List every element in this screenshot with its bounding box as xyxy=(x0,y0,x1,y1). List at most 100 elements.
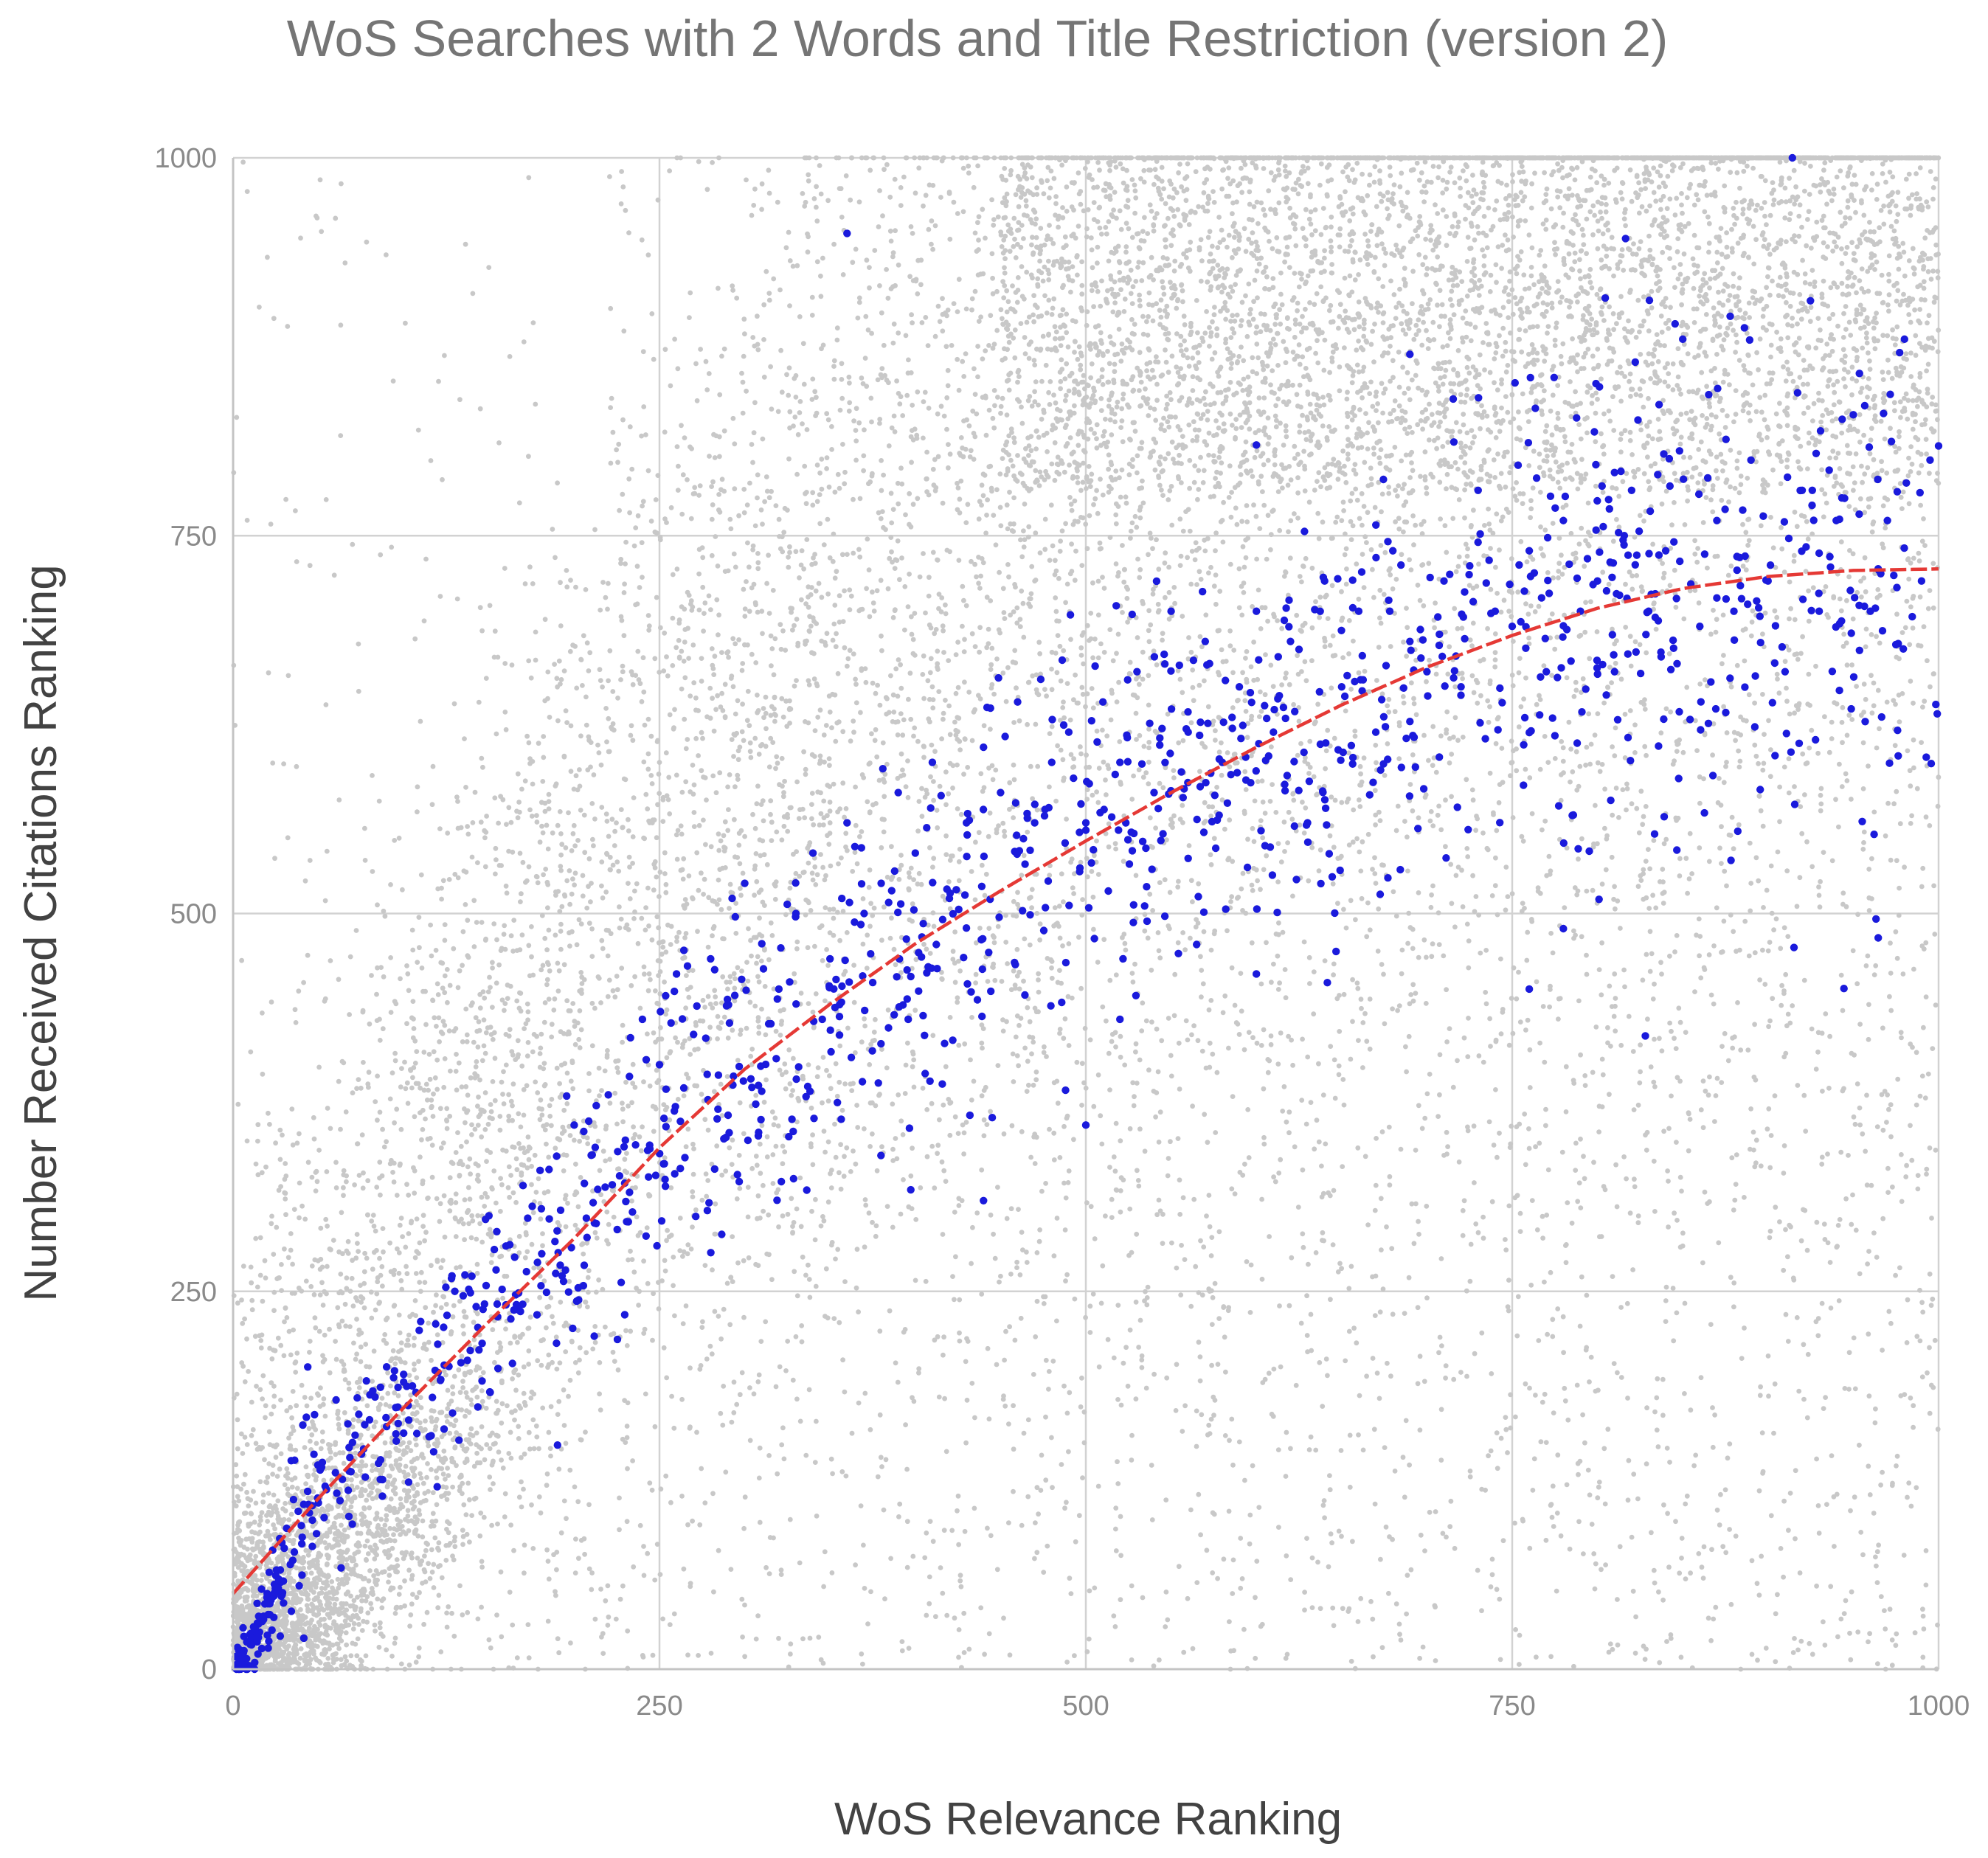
background-point xyxy=(1919,462,1925,468)
background-point xyxy=(1098,476,1103,482)
background-point xyxy=(858,710,863,715)
background-point xyxy=(580,873,586,878)
background-point xyxy=(1545,1331,1551,1337)
background-point xyxy=(1403,1044,1408,1050)
background-point xyxy=(879,1464,884,1469)
background-point xyxy=(1803,569,1809,574)
background-point xyxy=(1679,323,1685,329)
background-point xyxy=(1505,237,1511,243)
background-point xyxy=(1527,1047,1533,1053)
background-point xyxy=(763,743,769,749)
background-point xyxy=(1267,434,1272,440)
background-point xyxy=(1046,277,1052,282)
background-point xyxy=(1729,226,1734,232)
background-point xyxy=(1467,1278,1473,1284)
background-point xyxy=(1081,630,1087,635)
background-point xyxy=(905,794,911,800)
background-point xyxy=(511,918,517,923)
background-point xyxy=(956,558,962,563)
background-point xyxy=(258,1578,264,1584)
background-point xyxy=(1329,244,1334,250)
background-point xyxy=(1801,977,1807,983)
background-point xyxy=(620,1039,625,1045)
background-point xyxy=(301,1555,306,1560)
background-point xyxy=(1319,1163,1324,1169)
background-point xyxy=(643,791,649,797)
background-point xyxy=(577,988,583,994)
background-point xyxy=(378,1516,384,1522)
background-point xyxy=(865,799,870,805)
background-point xyxy=(278,1342,284,1348)
background-point xyxy=(730,1027,735,1033)
background-point xyxy=(592,1339,598,1345)
background-point xyxy=(1482,367,1487,372)
background-point xyxy=(937,1117,942,1123)
background-point xyxy=(1861,289,1867,295)
background-point xyxy=(342,1301,348,1307)
background-point xyxy=(493,1398,499,1404)
background-point xyxy=(1227,1619,1232,1625)
background-point xyxy=(1295,490,1300,496)
background-point xyxy=(1320,1092,1326,1098)
background-point xyxy=(853,438,859,444)
background-point xyxy=(688,1052,693,1057)
background-point xyxy=(1453,268,1458,273)
background-point xyxy=(1635,1496,1641,1502)
background-point xyxy=(1188,935,1193,941)
background-point xyxy=(319,1429,325,1435)
background-point xyxy=(979,1040,985,1046)
background-point xyxy=(1622,210,1627,215)
background-point xyxy=(1258,689,1263,695)
background-point xyxy=(1396,1621,1402,1627)
background-point xyxy=(769,1109,775,1115)
background-point xyxy=(1254,342,1260,347)
background-point xyxy=(1681,251,1687,257)
background-point xyxy=(1365,900,1371,906)
background-point xyxy=(1034,185,1039,191)
background-point xyxy=(1849,662,1855,668)
background-point xyxy=(1239,886,1244,892)
background-point xyxy=(1282,259,1287,265)
background-point xyxy=(412,1298,418,1303)
background-point xyxy=(1669,168,1675,173)
background-point xyxy=(589,954,595,959)
background-point xyxy=(1348,1056,1354,1062)
background-point xyxy=(769,1277,775,1283)
background-point xyxy=(1037,1227,1042,1233)
background-point xyxy=(807,1635,813,1641)
background-point xyxy=(1503,907,1509,913)
background-point xyxy=(1513,203,1519,209)
background-point xyxy=(913,957,919,963)
background-point xyxy=(1674,749,1680,754)
background-point xyxy=(1402,277,1407,282)
background-point xyxy=(764,580,769,586)
background-point xyxy=(1177,516,1183,522)
background-point xyxy=(1112,1168,1118,1174)
background-point xyxy=(306,1426,312,1431)
background-point xyxy=(1884,1120,1889,1125)
background-point xyxy=(631,1124,636,1130)
background-point xyxy=(1005,299,1011,305)
background-point xyxy=(418,1269,424,1275)
background-point xyxy=(1738,474,1744,479)
background-point xyxy=(970,408,976,414)
background-point xyxy=(1652,1580,1658,1586)
background-point xyxy=(526,1348,532,1353)
background-point xyxy=(1049,687,1055,693)
background-point xyxy=(671,1283,676,1289)
background-point xyxy=(1612,167,1618,173)
background-point xyxy=(1597,769,1603,774)
background-point xyxy=(1409,377,1415,383)
background-point xyxy=(1416,954,1421,960)
background-point xyxy=(1847,1630,1852,1636)
background-point xyxy=(1571,1663,1576,1669)
background-point xyxy=(859,668,865,673)
background-point xyxy=(619,617,625,623)
background-point xyxy=(1927,1345,1932,1351)
background-point xyxy=(1022,335,1028,340)
background-point xyxy=(1647,866,1653,872)
background-point xyxy=(337,1450,342,1456)
background-point xyxy=(1372,322,1377,327)
background-point xyxy=(642,971,647,977)
background-point xyxy=(853,676,858,682)
